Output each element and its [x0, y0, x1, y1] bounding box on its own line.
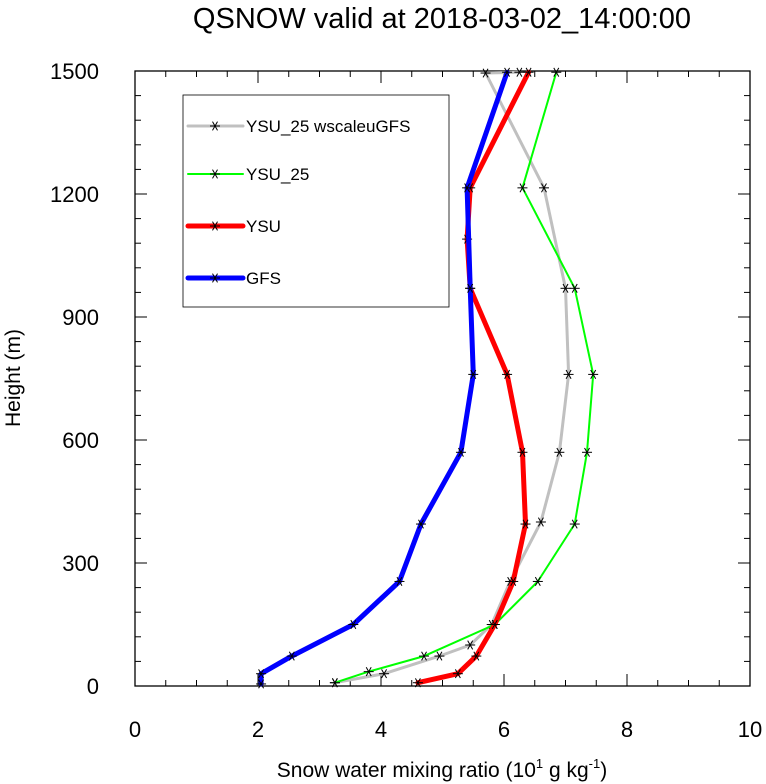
x-tick-label: 8	[621, 717, 633, 742]
data-point-marker	[532, 576, 543, 587]
data-point-marker	[434, 651, 445, 661]
x-tick-label: 2	[252, 717, 264, 742]
y-tick-label: 1500	[50, 59, 99, 84]
data-point-marker	[462, 183, 473, 193]
data-point-marker	[379, 669, 390, 679]
legend-entry: GFS	[185, 269, 281, 288]
x-axis-tick-labels: 0 2 4 6 8 10	[129, 717, 762, 742]
data-point-marker	[588, 369, 599, 379]
data-point-marker	[471, 651, 482, 661]
data-point-marker	[455, 447, 466, 457]
y-tick-label: 600	[62, 428, 99, 453]
y-tick-label: 900	[62, 305, 99, 330]
x-axis-label: Snow water mixing ratio (101 g kg-1)	[277, 756, 607, 782]
data-point-marker	[569, 283, 580, 293]
data-point-marker	[256, 669, 267, 679]
data-point-marker	[489, 619, 500, 630]
data-point-marker	[563, 369, 574, 379]
legend-entry: YSU_25	[187, 165, 309, 184]
legend-label: YSU	[246, 217, 281, 236]
y-tick-label: 0	[87, 674, 99, 699]
data-point-marker	[210, 221, 220, 231]
data-point-marker	[520, 519, 531, 529]
x-tick-label: 4	[375, 717, 387, 742]
x-tick-label: 6	[498, 717, 510, 742]
x-tick-label: 0	[129, 717, 141, 742]
series-ysu-25-wscaleugfs	[329, 67, 574, 688]
data-point-marker	[582, 447, 593, 457]
data-point-marker	[363, 667, 374, 677]
data-point-marker	[286, 651, 297, 661]
data-point-marker	[210, 121, 220, 131]
data-point-marker	[210, 273, 220, 283]
series-ysu-25	[329, 67, 599, 688]
data-point-marker	[551, 67, 562, 77]
data-point-marker	[560, 283, 571, 293]
data-point-marker	[210, 169, 220, 179]
data-point-marker	[419, 651, 430, 661]
data-point-marker	[412, 678, 423, 688]
data-point-marker	[394, 576, 405, 587]
data-point-marker	[468, 369, 479, 379]
data-point-marker	[517, 447, 528, 457]
axis-ticks	[134, 70, 751, 687]
x-tick-label: 10	[738, 717, 762, 742]
legend-box	[182, 94, 450, 308]
data-point-marker	[348, 619, 359, 630]
data-point-marker	[452, 669, 463, 679]
data-point-marker	[465, 283, 476, 293]
y-axis-tick-labels: 0 300 600 900 1200 1500	[50, 59, 99, 699]
data-point-marker	[502, 67, 513, 77]
legend-label: YSU_25 wscaleuGFS	[246, 117, 410, 136]
data-point-marker	[569, 519, 580, 529]
data-point-marker	[514, 67, 525, 77]
legend-label: GFS	[246, 269, 281, 288]
data-point-marker	[415, 519, 426, 529]
data-point-marker	[256, 679, 267, 689]
data-point-marker	[535, 517, 546, 527]
data-point-marker	[538, 183, 549, 193]
y-tick-label: 1200	[50, 182, 99, 207]
data-point-marker	[465, 640, 476, 650]
y-axis-label: Height (m)	[2, 329, 25, 427]
series-layer	[256, 67, 599, 689]
data-point-marker	[523, 67, 534, 77]
y-tick-label: 300	[62, 551, 99, 576]
legend-entry: YSU_25 wscaleuGFS	[186, 117, 410, 136]
data-point-marker	[480, 68, 491, 78]
data-point-marker	[508, 576, 519, 587]
data-point-marker	[554, 447, 565, 457]
chart-title: QSNOW valid at 2018-03-02_14:00:00	[193, 3, 691, 35]
data-point-marker	[517, 183, 528, 193]
legend-entry: YSU	[185, 217, 281, 236]
legend: YSU_25 wscaleuGFS YSU_25 YSU GFS	[182, 94, 450, 308]
legend-label: YSU_25	[246, 165, 309, 184]
series-gfs	[256, 67, 513, 689]
data-point-marker	[329, 678, 340, 688]
data-point-marker	[502, 369, 513, 379]
